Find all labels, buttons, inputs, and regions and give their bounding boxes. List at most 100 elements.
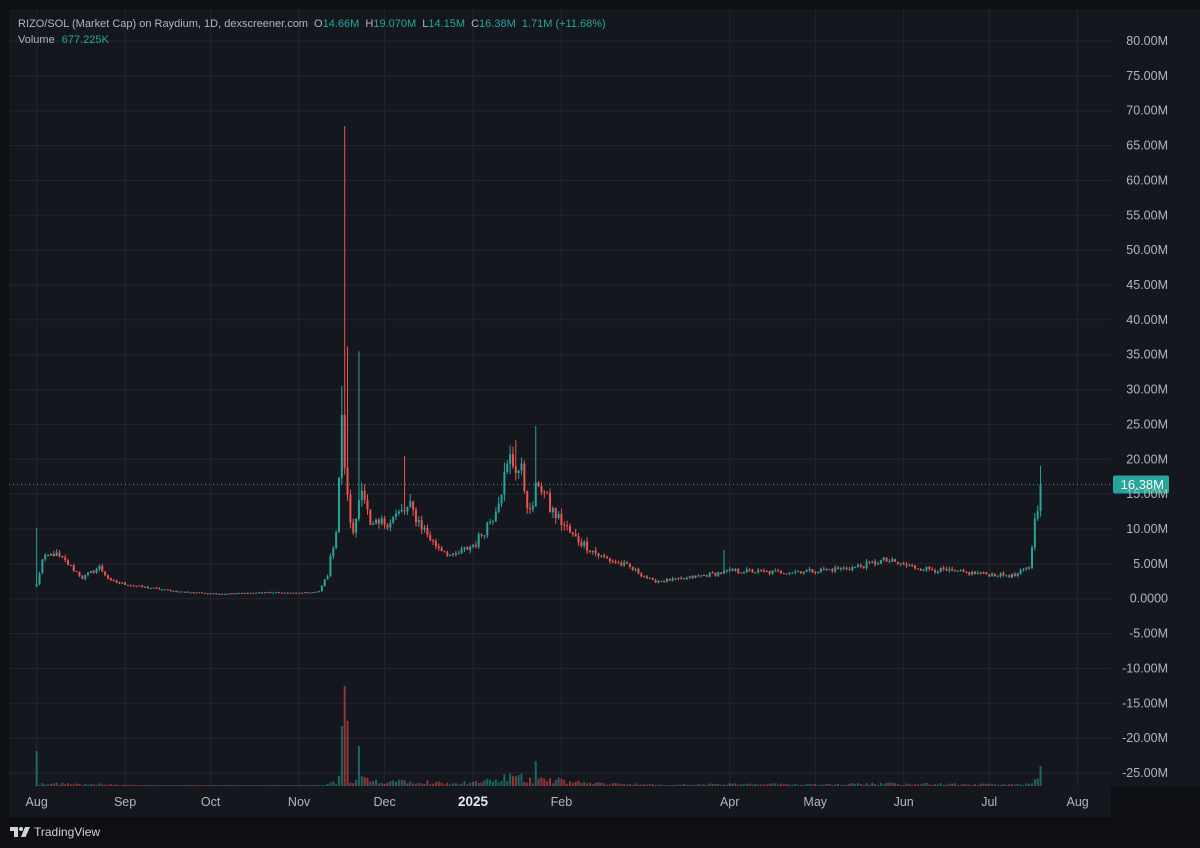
candle <box>996 575 999 578</box>
volume-bar <box>181 785 184 786</box>
candle <box>608 557 611 565</box>
volume-bar <box>366 777 369 786</box>
candle-body <box>811 568 814 573</box>
volume-bar <box>774 783 777 786</box>
candle-body <box>35 584 38 587</box>
candle-body <box>360 490 363 501</box>
candle <box>774 568 777 572</box>
volume-bar <box>634 783 637 786</box>
volume-bar <box>335 783 338 786</box>
candle-body <box>643 576 646 578</box>
candle <box>81 574 84 580</box>
volume-bar <box>414 783 417 786</box>
volume-bar <box>260 785 263 786</box>
candle <box>594 546 597 557</box>
legend-close-label: C <box>471 18 480 30</box>
volume-bar <box>480 782 483 786</box>
volume-bar <box>1022 785 1025 786</box>
legend-symbol[interactable]: RIZO/SOL (Market Cap) on Raydium, 1D, de… <box>18 18 308 30</box>
volume-bar <box>432 783 435 786</box>
candle <box>67 558 70 566</box>
candle <box>489 518 492 525</box>
candle <box>831 567 834 573</box>
candle <box>665 577 668 583</box>
candle-body <box>546 492 549 494</box>
candle <box>201 592 204 594</box>
volume-bar <box>839 785 842 786</box>
candle-body <box>238 592 241 594</box>
candle-body <box>628 563 631 567</box>
candle <box>894 558 897 562</box>
legend-volume-label[interactable]: Volume <box>18 34 55 46</box>
candle-body <box>774 570 777 572</box>
candle-body <box>708 572 711 577</box>
candle <box>888 559 891 563</box>
volume-bar <box>854 783 857 786</box>
candle-body <box>366 499 369 510</box>
volume-bar <box>888 782 891 786</box>
volume-bar <box>560 778 563 786</box>
candle-body <box>189 592 192 594</box>
volume-bar <box>61 782 64 786</box>
candle <box>568 523 571 534</box>
candle <box>839 567 842 572</box>
volume-bar <box>1011 784 1014 786</box>
volume-bar <box>603 783 606 786</box>
volume-bar <box>745 783 748 786</box>
candle-body <box>155 587 158 589</box>
x-tick-label: Jun <box>894 795 914 809</box>
candle <box>671 576 674 582</box>
volume-bar <box>1036 778 1039 786</box>
candle-body <box>58 552 61 557</box>
volume-bar <box>762 784 765 786</box>
volume-bar <box>996 784 999 786</box>
candle <box>551 506 554 519</box>
volume-bar <box>976 785 979 786</box>
candle <box>226 593 229 595</box>
candle <box>189 592 192 594</box>
candle <box>794 569 797 575</box>
candle-body <box>472 544 475 547</box>
candle <box>138 585 141 587</box>
volume-bar <box>323 785 326 786</box>
y-tick-label: -15.00M <box>1122 696 1168 710</box>
x-tick-label: Jul <box>981 795 997 809</box>
volume-bar <box>922 783 925 786</box>
candle <box>945 566 948 572</box>
volume-bar <box>794 783 797 786</box>
candle <box>243 592 246 594</box>
candle <box>523 460 526 494</box>
footer-branding[interactable]: TradingView <box>10 822 100 842</box>
volume-bar <box>999 784 1002 786</box>
volume-bar <box>78 783 81 786</box>
volume-bar <box>329 782 332 786</box>
legend-high-value: 19.070M <box>373 18 417 30</box>
volume-bar <box>309 785 312 786</box>
price-axis[interactable] <box>1111 9 1200 787</box>
candle-body <box>748 569 751 571</box>
volume-bar <box>777 784 780 786</box>
candle-body <box>537 482 540 487</box>
candle-body <box>280 592 283 594</box>
candle <box>144 586 147 588</box>
volume-bar <box>722 784 725 786</box>
volume-bar <box>152 785 155 786</box>
volume-bar <box>871 782 874 786</box>
candle <box>480 533 483 538</box>
legend-close-value: 16.38M <box>479 18 516 30</box>
candle <box>859 563 862 569</box>
plot-area[interactable] <box>9 9 1111 787</box>
volume-bars <box>35 686 1042 786</box>
candle-body <box>731 569 734 571</box>
candle-body <box>1033 518 1036 548</box>
candle <box>708 572 711 578</box>
candle-body <box>623 562 626 566</box>
candle-body <box>902 563 905 565</box>
candle-body <box>241 592 244 594</box>
legend-open-label: O <box>314 18 323 30</box>
time-axis[interactable] <box>9 787 1111 817</box>
candle <box>654 578 657 583</box>
volume-bar <box>865 783 868 786</box>
volume-bar <box>295 785 298 786</box>
candle <box>931 567 934 571</box>
